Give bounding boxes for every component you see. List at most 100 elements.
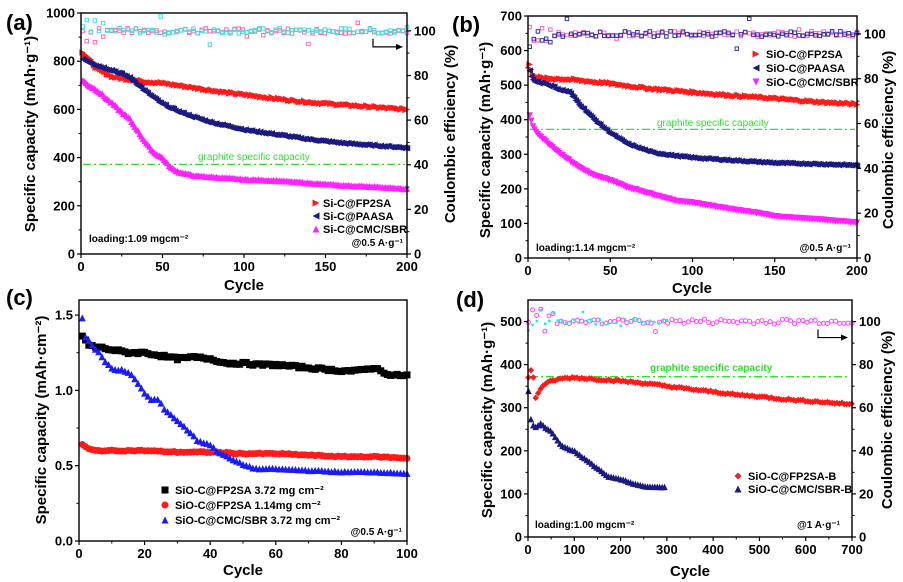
panel-d-series-1-point bbox=[661, 483, 668, 491]
panel-c-series-2-point bbox=[144, 392, 152, 400]
panel-a-ce-point bbox=[240, 29, 246, 35]
panel-b-ce-point bbox=[759, 34, 764, 39]
panel-c-ytick-label: 1.5 bbox=[55, 308, 73, 323]
legend-a-0-marker bbox=[312, 199, 320, 207]
panel-a-ce-point bbox=[236, 26, 241, 31]
panel-c-xtick-label: 20 bbox=[137, 546, 151, 561]
panel-b-ce-point bbox=[846, 33, 851, 39]
panel-a-ce-point bbox=[256, 27, 262, 32]
panel-d-ce-point bbox=[636, 318, 639, 321]
panel-b-series-1-point bbox=[526, 67, 533, 74]
panel-a-ce-point bbox=[224, 27, 229, 32]
panel-d-series-1-point bbox=[551, 433, 559, 441]
panel-c-series-2-point bbox=[236, 458, 244, 466]
panel-d-ce-point bbox=[775, 320, 781, 326]
panel-d-ce-point bbox=[531, 323, 534, 327]
panel-d-ce-point bbox=[812, 317, 818, 323]
panel-a-ce-point bbox=[141, 27, 147, 33]
panel-a-ce-point bbox=[146, 30, 151, 35]
panel-d-ce-point bbox=[681, 320, 687, 326]
panel-b-ce-point bbox=[572, 30, 578, 35]
legend-b-1-marker bbox=[752, 64, 760, 72]
panel-d-ce-point bbox=[763, 320, 769, 326]
panel-b-ce-point bbox=[560, 34, 566, 39]
panel-d-ce-point bbox=[833, 318, 839, 324]
panel-a-ce-point bbox=[96, 28, 102, 34]
panel-b-ytick-label: 100 bbox=[500, 216, 522, 231]
panel-b-ce-point bbox=[796, 33, 802, 38]
panel-a-ce-point bbox=[277, 26, 282, 31]
panel-b-ce-point bbox=[738, 32, 744, 37]
panel-a-ytick-label: 0 bbox=[68, 247, 75, 262]
panel-c-legend: SiO-C@FP2SA 3.72 mg cm⁻² SiO-C@FP2SA 1.1… bbox=[161, 485, 340, 527]
panel-b-ce-point bbox=[618, 32, 624, 38]
panel-b-ce-point bbox=[556, 32, 561, 37]
panel-b-ce-point bbox=[643, 30, 648, 36]
panel-c-series-2-point bbox=[105, 361, 113, 369]
panel-d-ce-arrow bbox=[817, 329, 847, 339]
panel-a-ce-point bbox=[207, 28, 213, 34]
panel-d-ce-point bbox=[804, 319, 810, 325]
panel-d-ce-point bbox=[569, 320, 572, 323]
panel-b-ce-point bbox=[589, 32, 595, 37]
panel-d-ce-point bbox=[573, 318, 576, 322]
panel-a-ce-point bbox=[207, 42, 213, 47]
panel-a-ytick-label: 400 bbox=[53, 150, 75, 165]
panel-a-ce-point bbox=[281, 29, 287, 34]
panel-a-ce-point bbox=[359, 29, 365, 35]
panel-a-ce-point bbox=[334, 30, 340, 36]
panel-d-ce-point bbox=[602, 322, 606, 326]
panel-d-label: (d) bbox=[456, 287, 484, 312]
panel-a-ce-point bbox=[351, 30, 356, 36]
panel-a-ce-point bbox=[339, 26, 344, 31]
panel-c-series-2-point bbox=[157, 399, 165, 407]
panel-c-series-2-point bbox=[85, 336, 93, 344]
panel-a-ce-point bbox=[84, 17, 89, 23]
panel-a-ce-point bbox=[314, 28, 319, 33]
panel-b-ce-point bbox=[601, 30, 607, 36]
panel-d-ytick-label: 400 bbox=[500, 357, 522, 372]
panel-a-ce-point bbox=[187, 29, 192, 34]
panel-b-ce-point bbox=[655, 30, 661, 36]
legend-c-0-marker bbox=[161, 486, 169, 494]
panel-b-ce-point bbox=[842, 32, 847, 37]
panel-c-series-2-point bbox=[98, 353, 106, 361]
panel-c-xtick-label: 100 bbox=[396, 546, 418, 561]
panel-d-ce-point bbox=[796, 318, 802, 324]
panel-a-ce-point bbox=[285, 26, 291, 31]
panel-c-series-2-point bbox=[209, 443, 217, 451]
panel-a-ce-point bbox=[178, 28, 184, 33]
panel-c-xtick-label: 0 bbox=[75, 546, 82, 561]
panel-a-ytick-label: 1000 bbox=[46, 6, 75, 21]
legend-a-1: Si-C@PAASA bbox=[323, 211, 393, 223]
panel-c-series-2-point bbox=[91, 345, 99, 353]
panel-a-ce-point bbox=[371, 27, 377, 33]
legend-b-2: SiO-C@CMC/SBR bbox=[766, 77, 859, 89]
panel-a-ce-point bbox=[306, 41, 311, 47]
panel-c-series-2-point bbox=[141, 389, 149, 397]
panel-a-legend: Si-C@FP2SA Si-C@PAASA Si-C@CMC/SBR bbox=[312, 198, 407, 236]
panel-b-ce-point bbox=[846, 31, 851, 36]
panel-a-ce-point bbox=[100, 20, 106, 26]
panel-a-label: (a) bbox=[6, 10, 33, 35]
panel-d-series-1-point bbox=[554, 436, 561, 444]
panel-a-ce-point bbox=[178, 28, 184, 33]
panel-b-y2tick-label: 80 bbox=[864, 71, 878, 86]
panel-b-ce-point bbox=[601, 33, 607, 39]
panel-d-ce-arrowhead bbox=[841, 334, 848, 341]
panel-d-ce-point bbox=[611, 321, 614, 324]
panel-b-ce-point bbox=[747, 16, 752, 21]
panel-d-ce-point bbox=[738, 318, 744, 324]
panel-d-ce-point bbox=[577, 321, 581, 325]
panel-a-ce-point bbox=[289, 27, 295, 33]
panel-a-ce-point bbox=[367, 26, 373, 31]
panel-b-ce-point bbox=[535, 29, 541, 34]
panel-a-ce-point bbox=[92, 39, 98, 45]
panel-a-xtick-label: 150 bbox=[315, 259, 337, 274]
panel-b-ce-point bbox=[838, 29, 843, 34]
panel-d-y2tick-label: 40 bbox=[859, 443, 873, 458]
panel-d-ce-point bbox=[594, 322, 597, 326]
panel-b-ce-point bbox=[689, 33, 694, 39]
panel-d-ce-point bbox=[598, 318, 602, 321]
panel-a-ce-point bbox=[199, 28, 204, 34]
